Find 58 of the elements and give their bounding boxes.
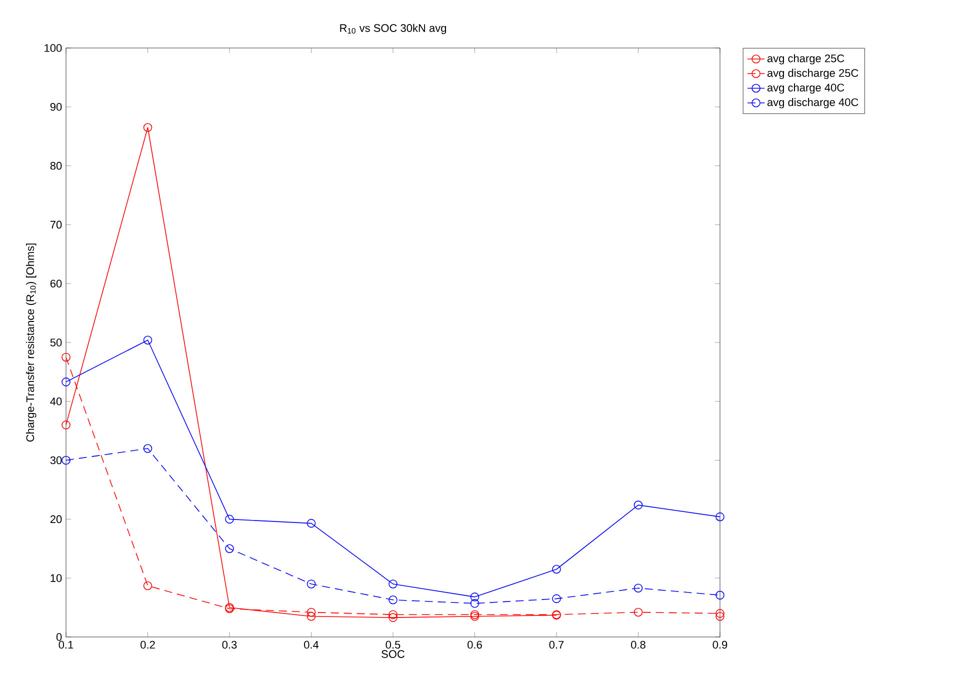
point [225, 514, 234, 524]
point [388, 610, 398, 619]
point [62, 420, 70, 430]
legend-label: avg charge 40C [767, 83, 844, 94]
x-tick-label: 0.1 [58, 640, 74, 649]
legend-label: avg charge 25C [767, 54, 844, 64]
point [552, 564, 561, 574]
point [62, 456, 70, 465]
x-axis-title: SOC [382, 650, 405, 658]
point [716, 512, 724, 522]
x-tick-label: 0.3 [222, 640, 237, 649]
y-tick-label: 10 [50, 574, 62, 582]
x-tick-label: 0.2 [140, 640, 155, 649]
point [225, 544, 234, 554]
point [388, 613, 398, 622]
point [634, 608, 643, 617]
point [306, 612, 316, 621]
y-tick-label: 20 [50, 515, 62, 524]
legend-label: avg discharge 40C [767, 98, 858, 108]
x-tick-label: 0.6 [468, 640, 482, 649]
y-tick-label: 50 [50, 338, 62, 346]
y-tick-label: 40 [50, 398, 62, 406]
point [143, 581, 152, 590]
point [470, 599, 480, 608]
y-tick-label: 100 [44, 44, 62, 52]
point [716, 612, 724, 621]
y-tick-label: 70 [50, 220, 62, 229]
point [634, 500, 643, 510]
point [306, 608, 316, 617]
x-tick-label: 0.5 [386, 640, 400, 649]
point [143, 336, 152, 345]
point [62, 352, 70, 362]
point [306, 580, 316, 588]
y-tick-label: 80 [50, 162, 62, 170]
x-tick-label: 0.7 [549, 640, 564, 649]
point [306, 518, 316, 528]
x-tick-label: 0.9 [712, 640, 728, 649]
point [552, 594, 561, 604]
x-tick-label: 0.4 [304, 640, 319, 649]
point [62, 378, 70, 386]
y-tick-label: 60 [50, 280, 62, 288]
point [388, 580, 398, 588]
point [470, 610, 480, 619]
point [634, 584, 643, 592]
point [143, 123, 152, 132]
y-axis-title: Charge-Transfer resistance (R$_{10}$) [Ohms] [26, 244, 36, 442]
point [716, 590, 724, 600]
legend-label: avg discharge 25C [767, 68, 858, 80]
y-tick-label: 0 [56, 633, 62, 641]
x-tick-label: 0.8 [631, 640, 646, 649]
point [143, 444, 152, 453]
point [470, 592, 480, 602]
y-tick-label: 90 [50, 103, 62, 111]
point [470, 612, 480, 621]
y-tick-label: 30 [50, 456, 62, 464]
chart-title: R$_{10}$ vs SOC 30kN avg [340, 24, 446, 34]
point [716, 609, 724, 618]
point [388, 595, 398, 604]
